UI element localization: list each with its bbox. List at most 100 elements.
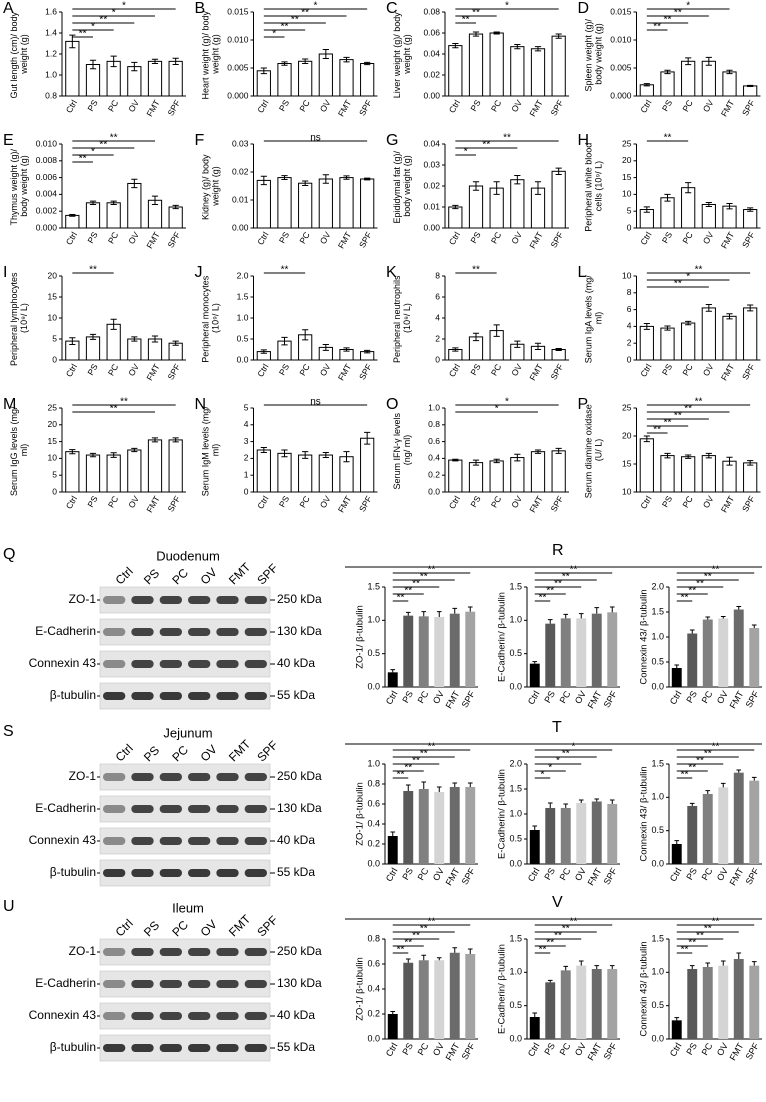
y-tick-label: 0.0 (237, 354, 249, 364)
y-tick-label: 5 (627, 205, 632, 215)
x-tick-label: Ctrl (668, 1041, 684, 1058)
error-bar (609, 606, 615, 613)
panel-letter: H (578, 132, 590, 149)
bar (718, 965, 729, 1039)
x-tick-label: Ctrl (638, 494, 653, 511)
error-bar (131, 447, 138, 453)
error-bar (172, 57, 179, 65)
protein-label: E-Cadherin (35, 624, 96, 638)
significance-label: * (686, 1, 690, 12)
y-axis-label: Serum IFN-γ levels (ng/ ml) (392, 410, 412, 489)
bar (85, 336, 101, 361)
bar (576, 803, 587, 864)
x-tick-label: PS (85, 494, 99, 509)
label-line: (ng/ ml) (402, 435, 412, 466)
x-tick-label: SPF (740, 98, 757, 117)
x-tick-label: Ctrl (384, 689, 400, 706)
y-tick-label: 1.0 (367, 758, 380, 768)
error-bar (689, 802, 695, 806)
y-tick-label: 4 (627, 321, 632, 331)
significance-label: ** (412, 756, 420, 767)
x-tick-label: SPF (740, 362, 757, 381)
x-tick-label: OV (701, 362, 716, 378)
bar (418, 960, 429, 1039)
bar (551, 450, 566, 493)
bar (722, 315, 737, 361)
significance-label: * (686, 272, 690, 283)
error-bar (534, 46, 542, 52)
bar (465, 787, 476, 864)
significance-label: ** (472, 265, 480, 276)
blot-band (216, 1044, 239, 1052)
blot-band (216, 596, 239, 604)
bar (681, 322, 696, 361)
error-bar (578, 960, 584, 966)
label-line: Serum IFN-γ levels (392, 410, 402, 489)
label-line: Serum diamine oxidase (584, 402, 594, 499)
label-line: (10⁹/ L) (211, 303, 221, 333)
error-bar (322, 49, 329, 59)
label-line: weight (g) (402, 34, 412, 75)
error-bar (472, 181, 480, 191)
blot-strip (99, 682, 271, 710)
bar (530, 451, 546, 493)
y-tick-label: 0.6 (428, 436, 440, 446)
y-axis-label: Serum diamine oxidase (U/ L) (584, 402, 604, 499)
error-bar (452, 782, 458, 787)
error-bar (720, 960, 726, 966)
error-bar (322, 452, 329, 459)
bar (639, 325, 654, 361)
blot-band (159, 773, 182, 781)
significance-label: ** (420, 749, 428, 760)
y-axis-label: Serum IgA levels (mg/ ml) (584, 273, 604, 364)
y-tick-label: 10 (622, 486, 632, 496)
significance-label: ** (462, 15, 470, 26)
blot-band (188, 628, 211, 636)
x-tick-label: SPF (357, 494, 374, 513)
x-tick-label: SPF (460, 866, 478, 887)
bar (277, 177, 292, 229)
significance-label: * (548, 763, 552, 774)
x-tick-label: Ctrl (255, 494, 270, 511)
significance-label: ** (99, 140, 107, 151)
blot-band (159, 596, 182, 604)
blot-band (103, 628, 126, 636)
significance-label: ** (110, 133, 118, 144)
y-axis-label: Spleen weight (g)/ body weight (g) (584, 16, 604, 91)
protein-label: β-tubulin (50, 1040, 96, 1054)
blot-band (103, 692, 126, 700)
error-bar (452, 947, 458, 953)
y-tick-label: 10 (622, 189, 632, 199)
bar (127, 449, 142, 493)
lane-label: SPF (254, 561, 280, 587)
panel-letter: B (195, 0, 206, 17)
blot-band (216, 837, 239, 845)
y-axis-label: Peripheral neutrophils (10⁹/ L) (392, 273, 412, 363)
y-tick-label: 0.02 (423, 180, 440, 190)
error-bar (322, 343, 329, 351)
x-tick-label: PC (416, 1041, 431, 1057)
y-tick-label: 1.0 (651, 967, 664, 977)
x-tick-label: OV (318, 494, 333, 510)
significance-label: ** (570, 917, 578, 928)
x-tick-label: Ctrl (447, 230, 462, 247)
error-bar (151, 58, 159, 64)
y-tick-label: 0.5 (651, 656, 664, 666)
bar (591, 613, 602, 687)
y-tick-label: 0.0 (509, 858, 522, 868)
x-tick-label: OV (126, 494, 141, 510)
x-tick-label: FMT (336, 98, 353, 118)
significance-label: * (122, 1, 126, 12)
significance-label: ** (681, 770, 689, 781)
x-tick-label: PC (416, 689, 431, 705)
error-bar (747, 460, 754, 466)
significance-label: ** (472, 8, 480, 19)
error-bar (89, 452, 97, 458)
error-bar (547, 619, 553, 624)
x-tick-label: PC (700, 1041, 715, 1057)
panel-letter: O (386, 396, 398, 413)
label-line: ml) (19, 444, 29, 457)
y-tick-label: 5 (52, 469, 57, 479)
significance-label: ** (704, 572, 712, 583)
